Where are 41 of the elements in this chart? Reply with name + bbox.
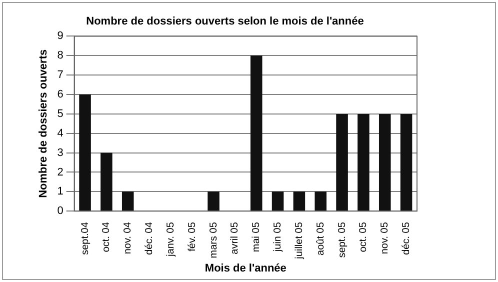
y-tick-label: 7 — [57, 69, 64, 82]
bar — [293, 192, 306, 211]
x-tick-label: nov. 04 — [122, 222, 134, 254]
x-tick-label: juin 05 — [272, 222, 284, 253]
bar — [400, 114, 412, 211]
x-tick-label: fév. 05 — [186, 222, 198, 252]
bar — [79, 94, 91, 211]
x-axis-title: Mois de l'année — [204, 262, 286, 274]
y-tick-label: 2 — [57, 166, 64, 178]
bar — [250, 56, 262, 211]
x-tick-label: sept. 05 — [336, 222, 348, 258]
x-tick-label: oct. 04 — [101, 222, 112, 252]
x-tick-label: oct. 05 — [358, 222, 370, 252]
bar — [378, 114, 391, 211]
bar — [208, 192, 220, 211]
bar — [358, 114, 370, 211]
x-tick-label: mai 05 — [251, 222, 262, 252]
bar — [122, 192, 134, 211]
y-tick-label: 6 — [57, 88, 64, 101]
y-tick-label: 9 — [57, 30, 64, 42]
x-tick-label: déc. 05 — [401, 222, 412, 255]
y-tick-label: 5 — [57, 108, 64, 120]
x-tick-label: juillet 05 — [294, 222, 305, 260]
x-tick-label: déc. 04 — [144, 222, 156, 255]
y-tick-label: 8 — [57, 50, 64, 62]
bar — [272, 192, 284, 211]
y-tick-label: 3 — [57, 146, 64, 159]
x-tick-label: août 05 — [315, 222, 326, 256]
x-tick-label: sept.04 — [80, 222, 91, 255]
x-tick-label: avril 05 — [230, 222, 241, 254]
bar — [314, 192, 327, 211]
x-tick-label: janv. 05 — [165, 222, 176, 258]
x-tick-label: nov. 05 — [380, 222, 391, 254]
y-tick-label: 1 — [57, 186, 64, 198]
chart-title: Nombre de dossiers ouverts selon le mois de l'année — [86, 16, 364, 28]
y-tick-label: 0 — [57, 205, 64, 218]
bar — [336, 114, 348, 211]
bar — [100, 152, 112, 211]
y-tick-label: 4 — [57, 127, 64, 140]
y-axis-title: Nombre de dossiers ouverts — [38, 49, 50, 198]
x-tick-label: mars 05 — [208, 222, 220, 258]
